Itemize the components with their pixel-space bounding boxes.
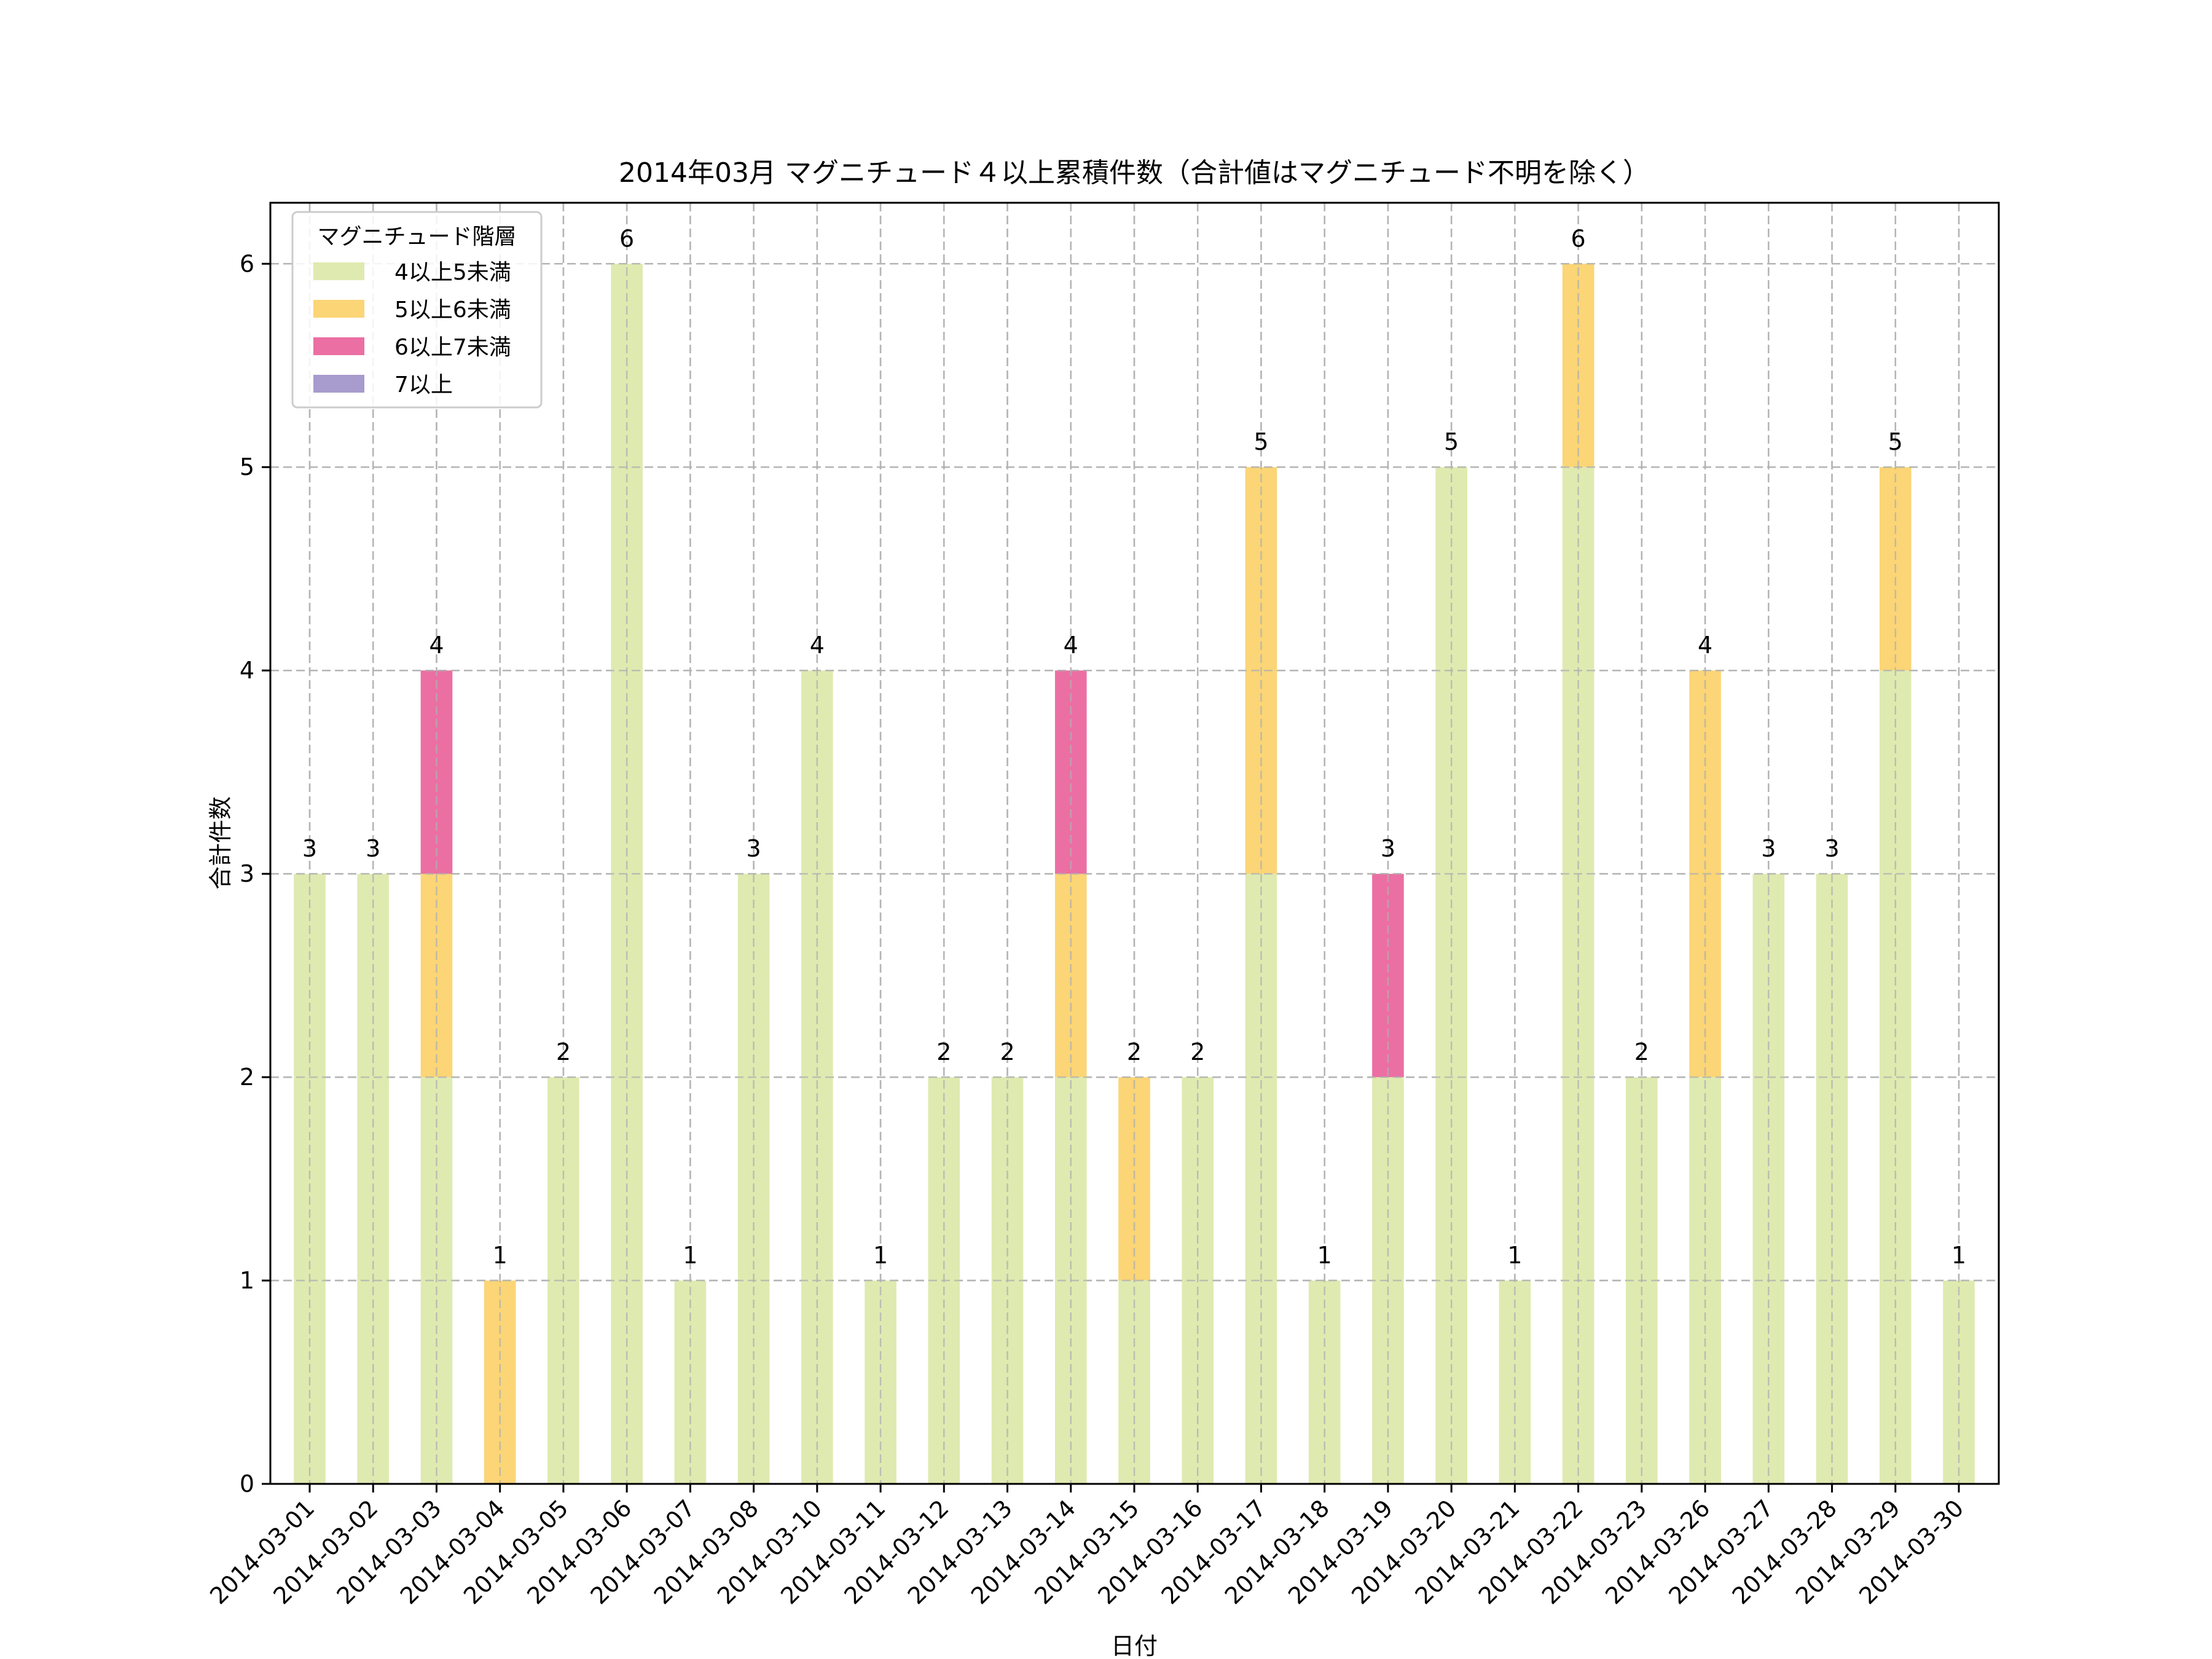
- bar-total-label: 1: [1317, 1242, 1332, 1269]
- bar-total-label: 6: [619, 225, 634, 252]
- y-axis-label: 合計件数: [207, 796, 234, 890]
- bar-total-label: 5: [1253, 428, 1268, 455]
- bar-total-label: 4: [1698, 632, 1712, 659]
- bar-total-label: 2: [1127, 1038, 1142, 1065]
- bar-total-label: 4: [1064, 632, 1078, 659]
- bar-total-label: 1: [1951, 1242, 1966, 1269]
- bar-total-label: 3: [302, 835, 317, 862]
- legend-label-2: 6以上7未満: [394, 335, 511, 360]
- bars: [270, 203, 1999, 1485]
- bar-total-label: 4: [810, 632, 825, 659]
- bar-total-label: 3: [366, 835, 380, 862]
- y-tick-label: 4: [240, 657, 254, 684]
- legend-label-1: 5以上6未満: [394, 297, 511, 323]
- y-tick-label: 2: [240, 1064, 254, 1091]
- bar-total-label: 1: [493, 1242, 508, 1269]
- chart-title: 2014年03月 マグニチュード４以上累積件数（合計値はマグニチュード不明を除く…: [619, 157, 1650, 189]
- legend-swatch-3: [313, 375, 364, 393]
- legend-title: マグニチュード階層: [317, 224, 516, 249]
- legend-swatch-0: [313, 262, 364, 280]
- y-tick-label: 6: [240, 250, 254, 277]
- bar-total-label: 1: [1507, 1242, 1522, 1269]
- bar-total-label: 6: [1571, 225, 1586, 252]
- bar-total-label: 3: [1761, 835, 1776, 862]
- bar-total-labels: 3 3 4 1 2 6 1 3 4 1 2 2 4 2 2 5 1 3 5 1 6 2 4 3 3 5 1: [302, 225, 1966, 1269]
- bar-total-label: 4: [429, 632, 444, 659]
- bar-total-label: 1: [873, 1242, 888, 1269]
- bar-total-label: 3: [1824, 835, 1839, 862]
- legend-swatch-1: [313, 300, 364, 318]
- bar-total-label: 3: [747, 835, 761, 862]
- legend-swatch-2: [313, 337, 364, 355]
- bar-total-label: 2: [1000, 1038, 1014, 1065]
- legend-label-3: 7以上: [394, 372, 453, 398]
- y-tick-label: 1: [240, 1267, 254, 1294]
- bar-total-label: 5: [1888, 428, 1903, 455]
- bar-total-label: 3: [1381, 835, 1395, 862]
- y-tick-label: 5: [240, 453, 254, 480]
- bar-total-label: 5: [1444, 428, 1459, 455]
- y-tick-label: 3: [240, 860, 254, 887]
- legend: マグニチュード階層 4以上5未満 5以上6未満 6以上7未満 7以上: [291, 211, 543, 409]
- bar-total-label: 2: [1634, 1038, 1649, 1065]
- bar-total-label: 2: [936, 1038, 951, 1065]
- bar-total-label: 2: [1190, 1038, 1205, 1065]
- x-axis-label: 日付: [1111, 1633, 1158, 1659]
- legend-box: [291, 211, 543, 409]
- bar-total-label: 2: [556, 1038, 571, 1065]
- legend-label-0: 4以上5未満: [394, 260, 511, 285]
- y-tick-label: 0: [240, 1470, 254, 1497]
- bar-total-label: 1: [683, 1242, 697, 1269]
